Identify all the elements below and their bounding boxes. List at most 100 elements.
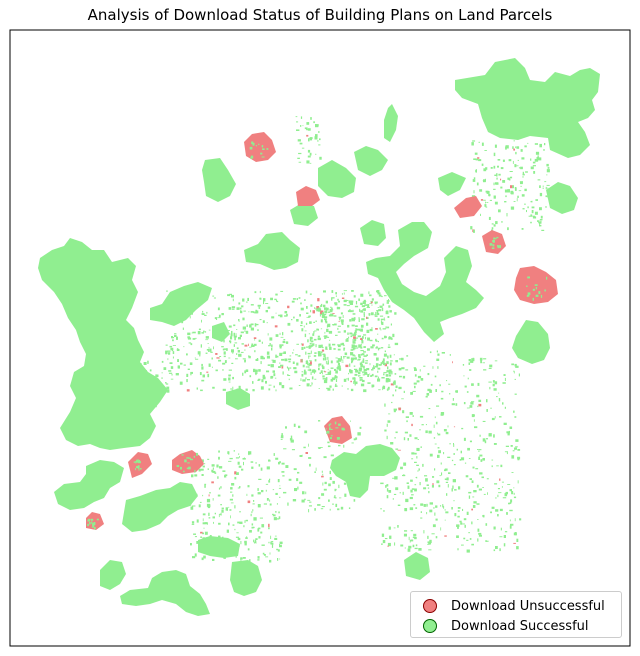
scattered-parcel — [401, 367, 405, 370]
scattered-parcel — [353, 379, 356, 383]
scattered-parcel — [232, 298, 234, 302]
scattered-parcel — [490, 167, 493, 169]
scattered-parcel — [461, 427, 464, 430]
scattered-parcel — [296, 319, 299, 322]
scattered-parcel — [165, 383, 169, 385]
scattered-parcel — [471, 142, 474, 146]
scattered-parcel — [300, 116, 303, 119]
scattered-parcel — [320, 508, 324, 510]
scattered-parcel — [363, 351, 366, 353]
scattered-parcel — [231, 362, 234, 364]
legend-marker-successful — [423, 619, 437, 633]
legend-marker-unsuccessful — [423, 599, 437, 613]
scattered-parcel — [385, 374, 389, 377]
scattered-parcel — [345, 339, 349, 342]
scattered-parcel — [384, 350, 386, 353]
scattered-parcel — [297, 157, 300, 159]
scattered-parcel — [309, 501, 312, 503]
scattered-parcel — [468, 362, 471, 365]
scattered-parcel — [234, 471, 237, 475]
scattered-parcel — [248, 311, 250, 313]
scattered-parcel — [367, 337, 370, 341]
scattered-parcel — [493, 388, 497, 391]
scattered-parcel — [247, 548, 250, 551]
scattered-parcel — [212, 498, 214, 501]
scattered-parcel — [380, 482, 384, 485]
scattered-parcel — [381, 337, 384, 340]
parcel-unsuccessful-north-2 — [296, 186, 320, 206]
scattered-parcel — [270, 541, 272, 545]
scattered-parcel — [204, 314, 207, 316]
scattered-parcel — [338, 301, 340, 303]
scattered-parcel — [402, 375, 406, 379]
scattered-parcel — [266, 355, 270, 359]
scattered-parcel — [200, 389, 203, 392]
scattered-parcel — [287, 322, 291, 326]
scattered-parcel — [317, 328, 319, 331]
scattered-parcel — [245, 369, 249, 372]
mixed-speckle — [91, 518, 94, 521]
scattered-parcel — [404, 431, 408, 434]
scattered-parcel — [233, 324, 236, 327]
scattered-parcel — [200, 531, 203, 534]
scattered-parcel — [510, 499, 513, 503]
scattered-parcel — [353, 295, 356, 298]
legend-item-unsuccessful: Download Unsuccessful — [411, 596, 621, 616]
scattered-parcel — [268, 523, 270, 528]
scattered-parcel — [233, 335, 237, 338]
scattered-parcel — [375, 328, 378, 330]
scattered-parcel — [380, 318, 384, 321]
scattered-parcel — [541, 229, 545, 231]
scattered-parcel — [353, 377, 355, 379]
scattered-parcel — [418, 468, 420, 471]
scattered-parcel — [265, 489, 267, 492]
scattered-parcel — [354, 337, 358, 339]
scattered-parcel — [483, 168, 487, 172]
scattered-parcel — [428, 491, 430, 494]
scattered-parcel — [275, 492, 278, 495]
scattered-parcel — [280, 435, 284, 439]
scattered-parcel — [376, 357, 379, 361]
scattered-parcel — [317, 298, 320, 302]
scattered-parcel — [409, 540, 411, 543]
scattered-parcel — [391, 371, 393, 375]
mixed-speckle — [92, 525, 95, 527]
scattered-parcel — [376, 340, 378, 342]
scattered-parcel — [251, 466, 254, 469]
scattered-parcel — [363, 299, 366, 302]
scattered-parcel — [329, 308, 333, 313]
scattered-parcel — [327, 361, 329, 365]
scattered-parcel — [228, 522, 230, 526]
scattered-parcel — [227, 330, 230, 331]
scattered-parcel — [335, 488, 337, 491]
scattered-parcel — [423, 504, 426, 507]
scattered-parcel — [326, 336, 330, 338]
scattered-parcel — [349, 319, 352, 322]
scattered-parcel — [323, 313, 327, 316]
scattered-parcel — [482, 362, 485, 364]
scattered-parcel — [383, 510, 385, 512]
scattered-parcel — [414, 537, 417, 540]
scattered-parcel — [427, 373, 430, 376]
scattered-parcel — [252, 503, 255, 505]
scattered-parcel — [212, 558, 215, 561]
scattered-parcel — [308, 443, 309, 447]
scattered-parcel — [255, 373, 257, 376]
scattered-parcel — [369, 363, 371, 366]
scattered-parcel — [414, 368, 417, 371]
mixed-speckle — [91, 521, 93, 524]
scattered-parcel — [429, 502, 433, 505]
scattered-parcel — [334, 377, 337, 379]
scattered-parcel — [318, 131, 320, 133]
scattered-parcel — [473, 419, 475, 422]
scattered-parcel — [197, 541, 199, 544]
scattered-parcel — [347, 388, 349, 390]
scattered-parcel — [353, 499, 356, 502]
scattered-parcel — [268, 541, 270, 544]
parcel-northeast-cluster — [455, 58, 600, 158]
scattered-parcel — [386, 378, 388, 381]
scattered-parcel — [287, 305, 290, 309]
scattered-parcel — [404, 508, 408, 512]
scattered-parcel — [494, 144, 497, 148]
scattered-parcel — [444, 468, 448, 471]
